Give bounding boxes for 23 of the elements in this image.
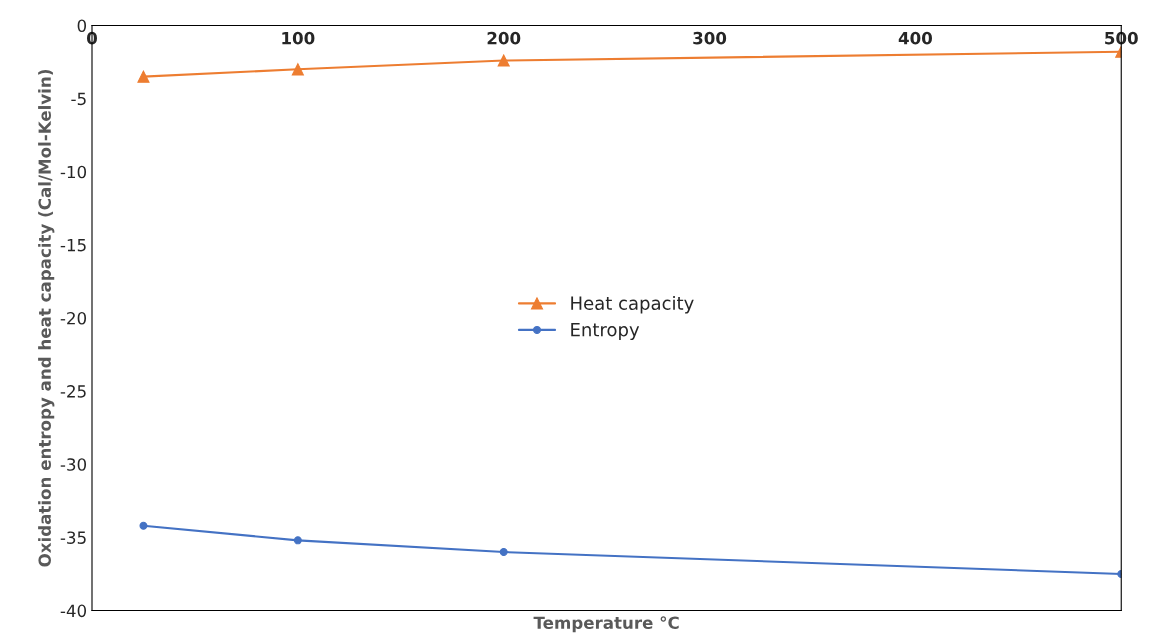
- y-tick-label: -30: [60, 458, 87, 471]
- x-tick-label: 300: [693, 31, 727, 45]
- y-tick-label: -15: [60, 239, 86, 252]
- point: [293, 536, 302, 545]
- y-tick-label: -20: [60, 311, 87, 325]
- x-tick-label: 100: [282, 31, 315, 45]
- x-tick-label: 200: [487, 31, 521, 45]
- legend-label: Heat capacity: [571, 296, 694, 314]
- legend-label: Entropy: [571, 323, 640, 340]
- y-tick-label: -35: [60, 531, 86, 544]
- point: [499, 548, 508, 557]
- y-tick-label: -5: [71, 92, 86, 106]
- y-tick-label: 0: [77, 19, 87, 33]
- point: [291, 63, 304, 76]
- point: [139, 521, 148, 530]
- point: [497, 54, 510, 67]
- y-axis-title: Oxidation entropy and heat capacity (Cal/Mol-Kelvin): [38, 70, 55, 567]
- y-tick-label: -40: [60, 604, 87, 618]
- y-tick-label: -25: [60, 385, 86, 398]
- x-axis-title: Temperature °C: [533, 616, 679, 633]
- x-tick-label: 400: [898, 31, 932, 45]
- y-tick-label: -10: [60, 165, 87, 179]
- point: [137, 70, 150, 83]
